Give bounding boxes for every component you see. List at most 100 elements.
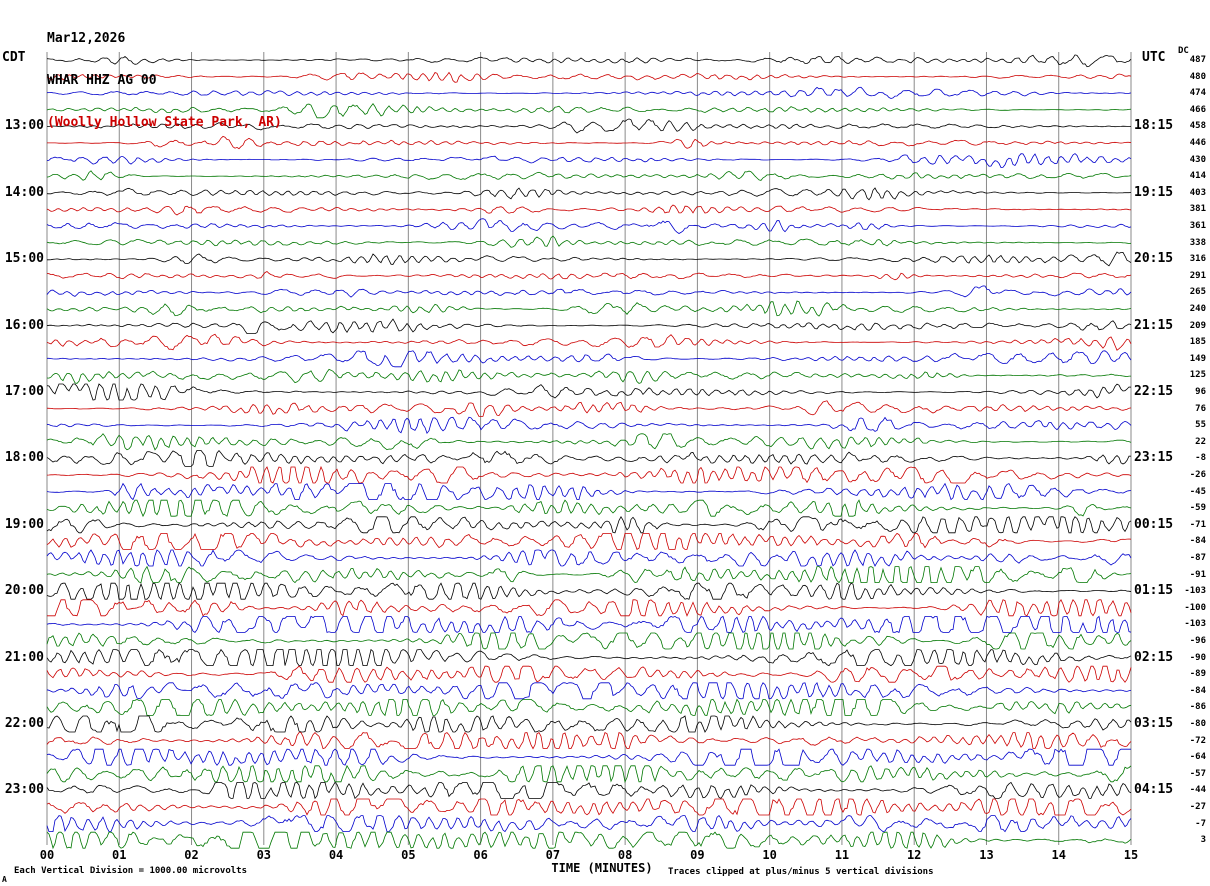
dc-offset-value: 240	[1189, 304, 1206, 314]
dc-offset-value: -89	[1189, 669, 1206, 680]
dc-offset-value: 338	[1189, 237, 1206, 248]
dc-offset-value: 265	[1189, 287, 1206, 298]
dc-offset-value: -80	[1189, 719, 1206, 729]
x-tick-label: 06	[473, 848, 488, 862]
trace-row	[47, 135, 1132, 150]
hour-label-left: 21:00	[4, 649, 44, 665]
trace-row	[46, 831, 1132, 850]
trace-row	[46, 400, 1132, 418]
x-tick-label: 07	[545, 848, 561, 862]
trace-row	[46, 285, 1132, 298]
hour-label-left: 19:00	[4, 516, 44, 532]
x-tick-label: 04	[328, 848, 344, 862]
trace-row	[46, 271, 1132, 281]
hour-label-right: 21:15	[1134, 317, 1174, 333]
trace-row	[46, 416, 1132, 435]
dc-offset-value: 414	[1189, 171, 1206, 182]
hour-label-right: 01:15	[1134, 583, 1174, 599]
dc-offset-value: -84	[1189, 685, 1206, 696]
dc-offset-value: 185	[1189, 337, 1206, 348]
trace-row	[46, 300, 1132, 317]
hour-label-left: 18:00	[4, 450, 44, 466]
trace-row	[46, 549, 1132, 567]
dc-offset-value: -8	[1195, 453, 1206, 464]
minute-gridlines	[46, 52, 1132, 845]
trace-row	[46, 764, 1132, 784]
trace-row	[46, 86, 1132, 99]
dc-offset-value: 55	[1195, 420, 1206, 431]
dc-offset-value: -103	[1184, 619, 1206, 630]
dc-offset-value: 3	[1200, 835, 1206, 846]
dc-offset-value: -59	[1189, 503, 1206, 514]
date-label: Mar12,2026	[47, 31, 126, 46]
hour-label-right: 22:15	[1134, 384, 1174, 399]
dc-offset-value: 474	[1189, 88, 1206, 99]
dc-offset-value: -7	[1195, 818, 1206, 829]
dc-offset-value: -44	[1189, 785, 1206, 796]
dc-offset-value: 96	[1195, 387, 1206, 397]
dc-offset-value: 381	[1189, 204, 1206, 215]
hour-label-left: 23:00	[4, 782, 44, 798]
trace-row	[46, 218, 1132, 234]
trace-row	[46, 632, 1132, 650]
dc-offset-value: -91	[1189, 569, 1206, 580]
trace-row	[46, 54, 1132, 68]
trace-row	[46, 648, 1132, 667]
trace-row	[46, 515, 1132, 534]
x-tick-label: 14	[1051, 848, 1066, 862]
trace-row	[47, 251, 1132, 267]
dc-offset-value: -84	[1189, 536, 1206, 547]
trace-row	[46, 187, 1132, 201]
footer-left-note: Each Vertical Division = 1000.00 microvo…	[14, 866, 247, 876]
right-timezone-label: UTC	[1142, 50, 1166, 65]
dc-offset-value: -45	[1189, 486, 1206, 497]
hour-label-left: 13:00	[4, 118, 44, 134]
trace-row	[46, 532, 1132, 550]
left-timezone-label: CDT	[2, 50, 26, 65]
x-tick-label: 12	[906, 848, 922, 862]
trace-row	[46, 465, 1132, 484]
trace-row	[46, 748, 1131, 766]
x-tick-label: 09	[690, 848, 705, 862]
x-tick-label: 05	[401, 848, 416, 862]
dc-offset-value: 430	[1189, 154, 1206, 165]
x-tick-label: 00	[39, 848, 55, 862]
trace-row	[46, 781, 1132, 800]
dc-offset-value: 487	[1189, 55, 1206, 65]
trace-row	[46, 665, 1132, 683]
hour-label-left: 22:00	[4, 716, 44, 731]
hour-label-right: 18:15	[1134, 118, 1174, 134]
dc-offset-value: -96	[1189, 636, 1206, 646]
hour-label-right: 23:15	[1134, 450, 1174, 466]
hour-label-left: 15:00	[4, 251, 44, 267]
trace-row	[46, 449, 1132, 467]
trace-row	[46, 582, 1132, 601]
dc-offset-value: -72	[1189, 735, 1206, 746]
trace-row	[46, 798, 1132, 816]
trace-row	[47, 598, 1132, 617]
x-tick-label: 15	[1123, 848, 1139, 862]
dc-offset-value: -90	[1189, 652, 1206, 663]
dc-offset-value: 22	[1195, 436, 1206, 447]
trace-row	[46, 698, 1132, 717]
x-axis-title: TIME (MINUTES)	[551, 861, 653, 875]
trace-row	[46, 235, 1132, 248]
dc-offset-value: 458	[1189, 121, 1206, 132]
dc-offset-value: 149	[1189, 353, 1206, 364]
x-tick-label: 10	[762, 848, 777, 862]
hour-label-left: 14:00	[4, 184, 44, 200]
dc-offset-value: 361	[1189, 221, 1206, 231]
dc-offset-value: 291	[1189, 270, 1206, 281]
x-tick-label: 11	[834, 848, 850, 862]
trace-row	[46, 103, 1132, 119]
dc-offset-value: -27	[1189, 802, 1206, 812]
trace-row	[46, 565, 1132, 584]
trace-row	[47, 350, 1132, 368]
title-block: Mar12,2026 WHAR HHZ AG 00 (Woolly Hollow…	[47, 4, 282, 158]
trace-row	[46, 153, 1132, 169]
x-tick-label: 02	[184, 848, 199, 862]
corner-mark: A	[2, 875, 7, 884]
dc-offset-value: -103	[1184, 586, 1206, 597]
